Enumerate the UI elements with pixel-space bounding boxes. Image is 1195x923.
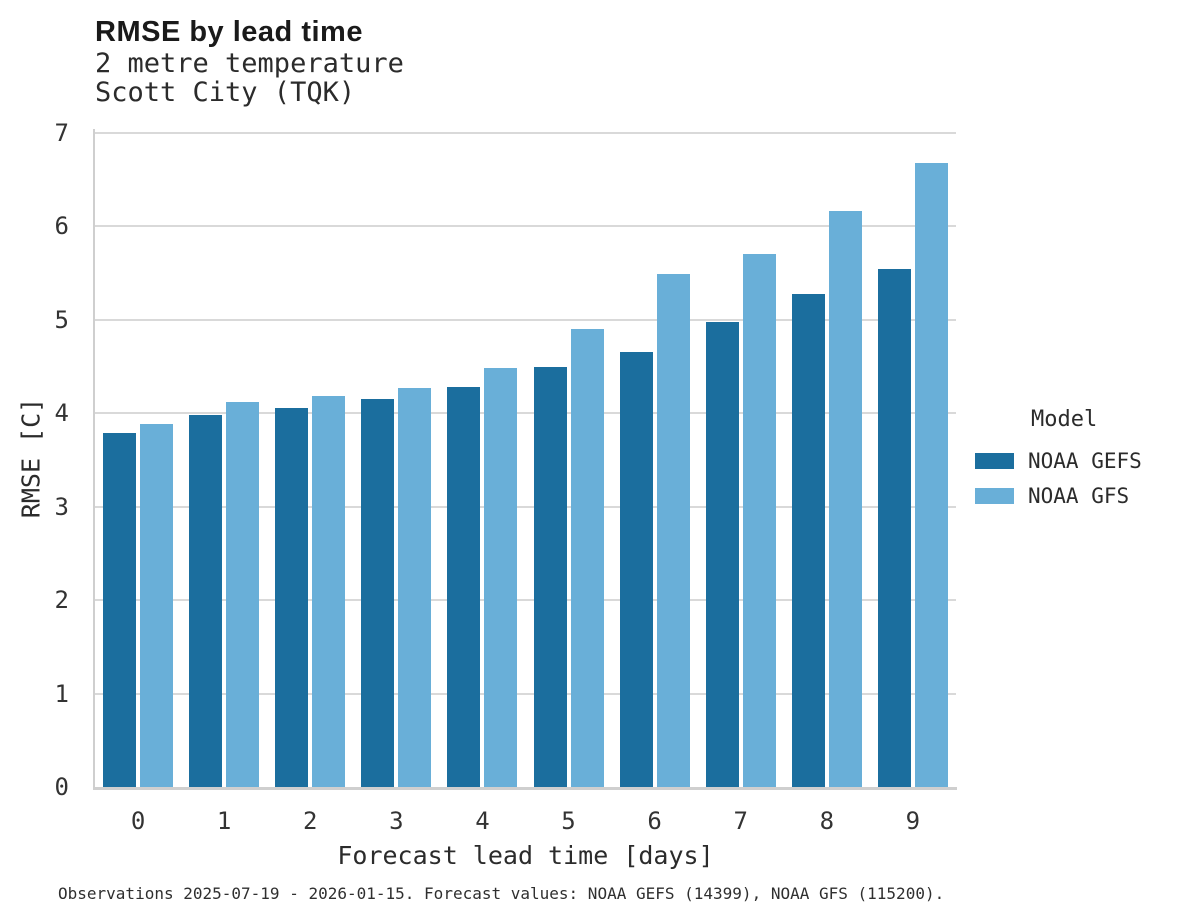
plot-area [93, 129, 957, 790]
x-tick-label-9: 9 [905, 807, 921, 835]
y-tick-label-6: 6 [54, 212, 69, 241]
bar-noaa-gfs-lead-9 [914, 162, 948, 787]
bar-noaa-gefs-lead-1 [189, 415, 223, 787]
y-tick-label-1: 1 [54, 679, 69, 708]
x-tick-label-7: 7 [733, 807, 748, 835]
x-axis-line [93, 787, 957, 790]
chart-subtitle-variable: 2 metre temperature [95, 48, 404, 79]
bar-noaa-gfs-lead-2 [312, 395, 346, 787]
bar-noaa-gfs-lead-8 [828, 211, 862, 787]
legend: Model NOAA GEFS NOAA GFS [975, 406, 1195, 519]
bar-noaa-gefs-lead-3 [361, 399, 395, 787]
legend-items: NOAA GEFS NOAA GFS [975, 448, 1195, 508]
legend-item-noaa-gefs: NOAA GEFS [975, 448, 1195, 473]
legend-label-noaa-gefs: NOAA GEFS [1028, 448, 1142, 473]
bar-group-lead-3 [353, 133, 439, 787]
y-tick-label-7: 7 [54, 119, 69, 147]
x-tick-label-5: 5 [561, 807, 576, 835]
x-axis-title: Forecast lead time [days] [337, 841, 714, 870]
x-tick-label-8: 8 [819, 807, 835, 835]
gridline-y7 [95, 132, 956, 134]
bar-group-lead-6 [612, 133, 698, 787]
bars-layer [95, 133, 956, 787]
bar-noaa-gefs-lead-8 [791, 293, 825, 787]
bar-noaa-gfs-lead-7 [742, 254, 776, 787]
gridline-y1 [95, 692, 956, 695]
gridline-y3 [95, 505, 956, 508]
gridlines-layer [95, 132, 956, 787]
x-tick-label-0: 0 [130, 807, 146, 835]
bar-noaa-gfs-lead-0 [140, 423, 174, 787]
bar-noaa-gefs-lead-7 [705, 321, 739, 787]
gridline-y4 [95, 412, 956, 415]
gridline-y5 [95, 318, 956, 321]
bar-group-lead-7 [698, 133, 784, 787]
y-tick-label-2: 2 [54, 586, 69, 615]
bar-group-lead-5 [525, 133, 611, 787]
page-title: RMSE by lead time [95, 16, 363, 48]
y-axis-tick-labels: 0 1 2 3 4 5 6 7 [30, 119, 69, 801]
legend-swatch-icon-noaa-gefs [975, 452, 1014, 469]
bar-noaa-gfs-lead-4 [484, 367, 518, 787]
bar-noaa-gefs-lead-6 [619, 351, 653, 787]
bar-group-lead-0 [95, 133, 181, 787]
x-tick-label-4: 4 [475, 807, 490, 835]
x-tick-label-6: 6 [647, 807, 662, 835]
x-axis-tick-labels: 0 1 2 3 4 5 6 7 8 9 [95, 806, 956, 836]
title-block: RMSE by lead time 2 metre temperature Sc… [95, 16, 404, 107]
y-tick-label-5: 5 [54, 305, 69, 334]
bar-noaa-gefs-lead-5 [533, 366, 567, 787]
gridline-y6 [95, 225, 956, 228]
y-tick-label-0: 0 [54, 773, 69, 801]
bar-group-lead-2 [267, 133, 353, 787]
bar-group-lead-1 [181, 133, 267, 787]
legend-title: Model [1031, 407, 1098, 432]
bar-group-lead-8 [784, 133, 870, 787]
legend-swatch-icon-noaa-gfs [975, 487, 1014, 504]
legend-label-noaa-gfs: NOAA GFS [1028, 483, 1130, 508]
x-tick-label-2: 2 [303, 807, 318, 835]
x-tick-label-1: 1 [216, 807, 232, 835]
y-tick-label-4: 4 [54, 399, 69, 428]
legend-item-noaa-gfs: NOAA GFS [975, 483, 1195, 508]
footnote: Observations 2025-07-19 - 2026-01-15. Fo… [58, 884, 945, 903]
y-tick-label-3: 3 [54, 492, 69, 521]
bar-noaa-gfs-lead-5 [570, 329, 604, 787]
bar-noaa-gfs-lead-6 [656, 274, 690, 787]
x-tick-label-3: 3 [389, 807, 404, 835]
bar-group-lead-4 [439, 133, 525, 787]
bar-noaa-gefs-lead-2 [275, 407, 309, 787]
gridline-y2 [95, 599, 956, 602]
y-axis-line [93, 129, 95, 790]
bar-noaa-gfs-lead-1 [226, 402, 260, 787]
bar-group-lead-9 [870, 133, 956, 787]
bar-noaa-gfs-lead-3 [398, 388, 432, 787]
bar-noaa-gefs-lead-9 [877, 269, 911, 787]
bar-noaa-gefs-lead-4 [447, 387, 481, 787]
chart-subtitle-location: Scott City (TQK) [95, 77, 356, 108]
bar-noaa-gefs-lead-0 [103, 432, 137, 787]
